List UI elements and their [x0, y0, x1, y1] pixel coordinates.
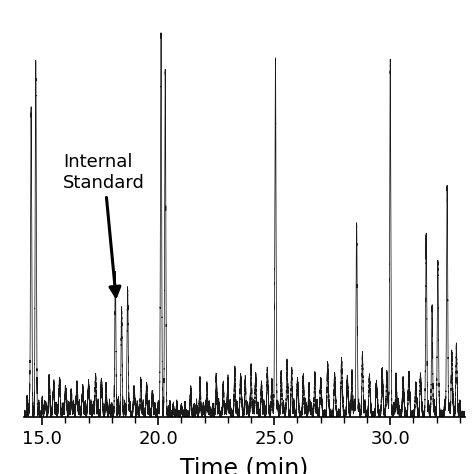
Text: Internal
Standard: Internal Standard	[63, 153, 145, 296]
X-axis label: Time (min): Time (min)	[180, 456, 308, 474]
